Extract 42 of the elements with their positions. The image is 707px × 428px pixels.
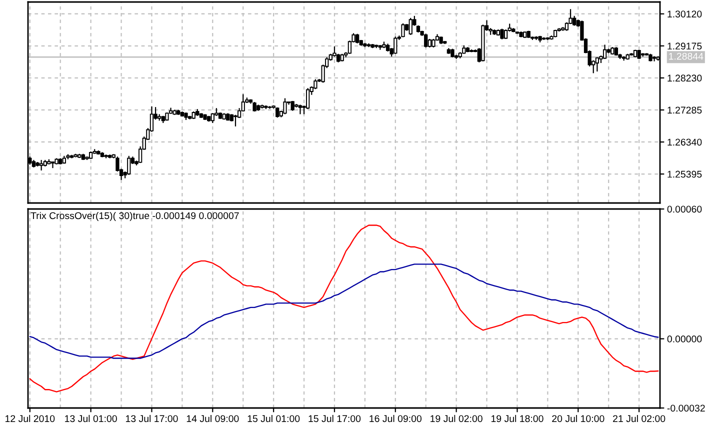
x-tick-label: 20 Jul 10:00 [552,414,604,422]
x-tick-label: 15 Jul 17:00 [308,414,361,422]
candlestick [252,101,256,112]
candlestick [595,56,599,72]
line-series [29,264,659,359]
candlestick [500,28,504,40]
candlestick [40,159,44,172]
x-tick-label: 15 Jul 01:00 [248,414,300,422]
y-tick-label: 1.26340 [668,138,702,146]
candlestick [424,33,428,48]
candlestick [298,104,302,115]
candlestick [356,33,360,44]
x-tick-label: 19 Jul 02:00 [430,414,482,422]
y-tick-label: 1.27285 [668,106,702,114]
y-tick-label: 0.00000 [667,336,702,342]
candlestick [306,88,310,110]
ref-line-label: 1.28844 [669,52,704,60]
candlestick [408,17,412,36]
candlestick [283,98,287,115]
candlestick [394,36,398,54]
x-tick-label: 13 Jul 17:00 [126,414,178,422]
x-tick-label: 14 Jul 09:00 [186,414,239,422]
candlestick [127,155,131,176]
x-tick-label: 13 Jul 01:00 [65,414,117,422]
candlestick [572,15,576,26]
candlestick [234,114,238,127]
y-tick-label: -0.00032 [667,404,705,412]
y-tick-label: 1.28230 [668,74,702,82]
y-tick-label: 0.00060 [667,206,702,213]
candlestick [50,161,55,169]
chart-title: Trix CrossOver(15)( 30)true -0.000149 0.000007 [30,212,239,222]
candlestick [401,22,405,38]
candlestick [602,44,607,60]
y-tick-label: 1.25395 [668,170,702,178]
x-tick-label: 19 Jul 18:00 [491,414,544,422]
x-tick-label: 16 Jul 09:00 [370,414,422,422]
x-tick-label: 21 Jul 02:00 [613,414,666,422]
x-tick-label: 12 Jul 2010 [6,414,55,422]
line-series [29,224,659,392]
y-tick-label: 1.29175 [668,42,702,50]
y-tick-label: 1.30120 [668,10,702,18]
candlestick [652,56,656,62]
